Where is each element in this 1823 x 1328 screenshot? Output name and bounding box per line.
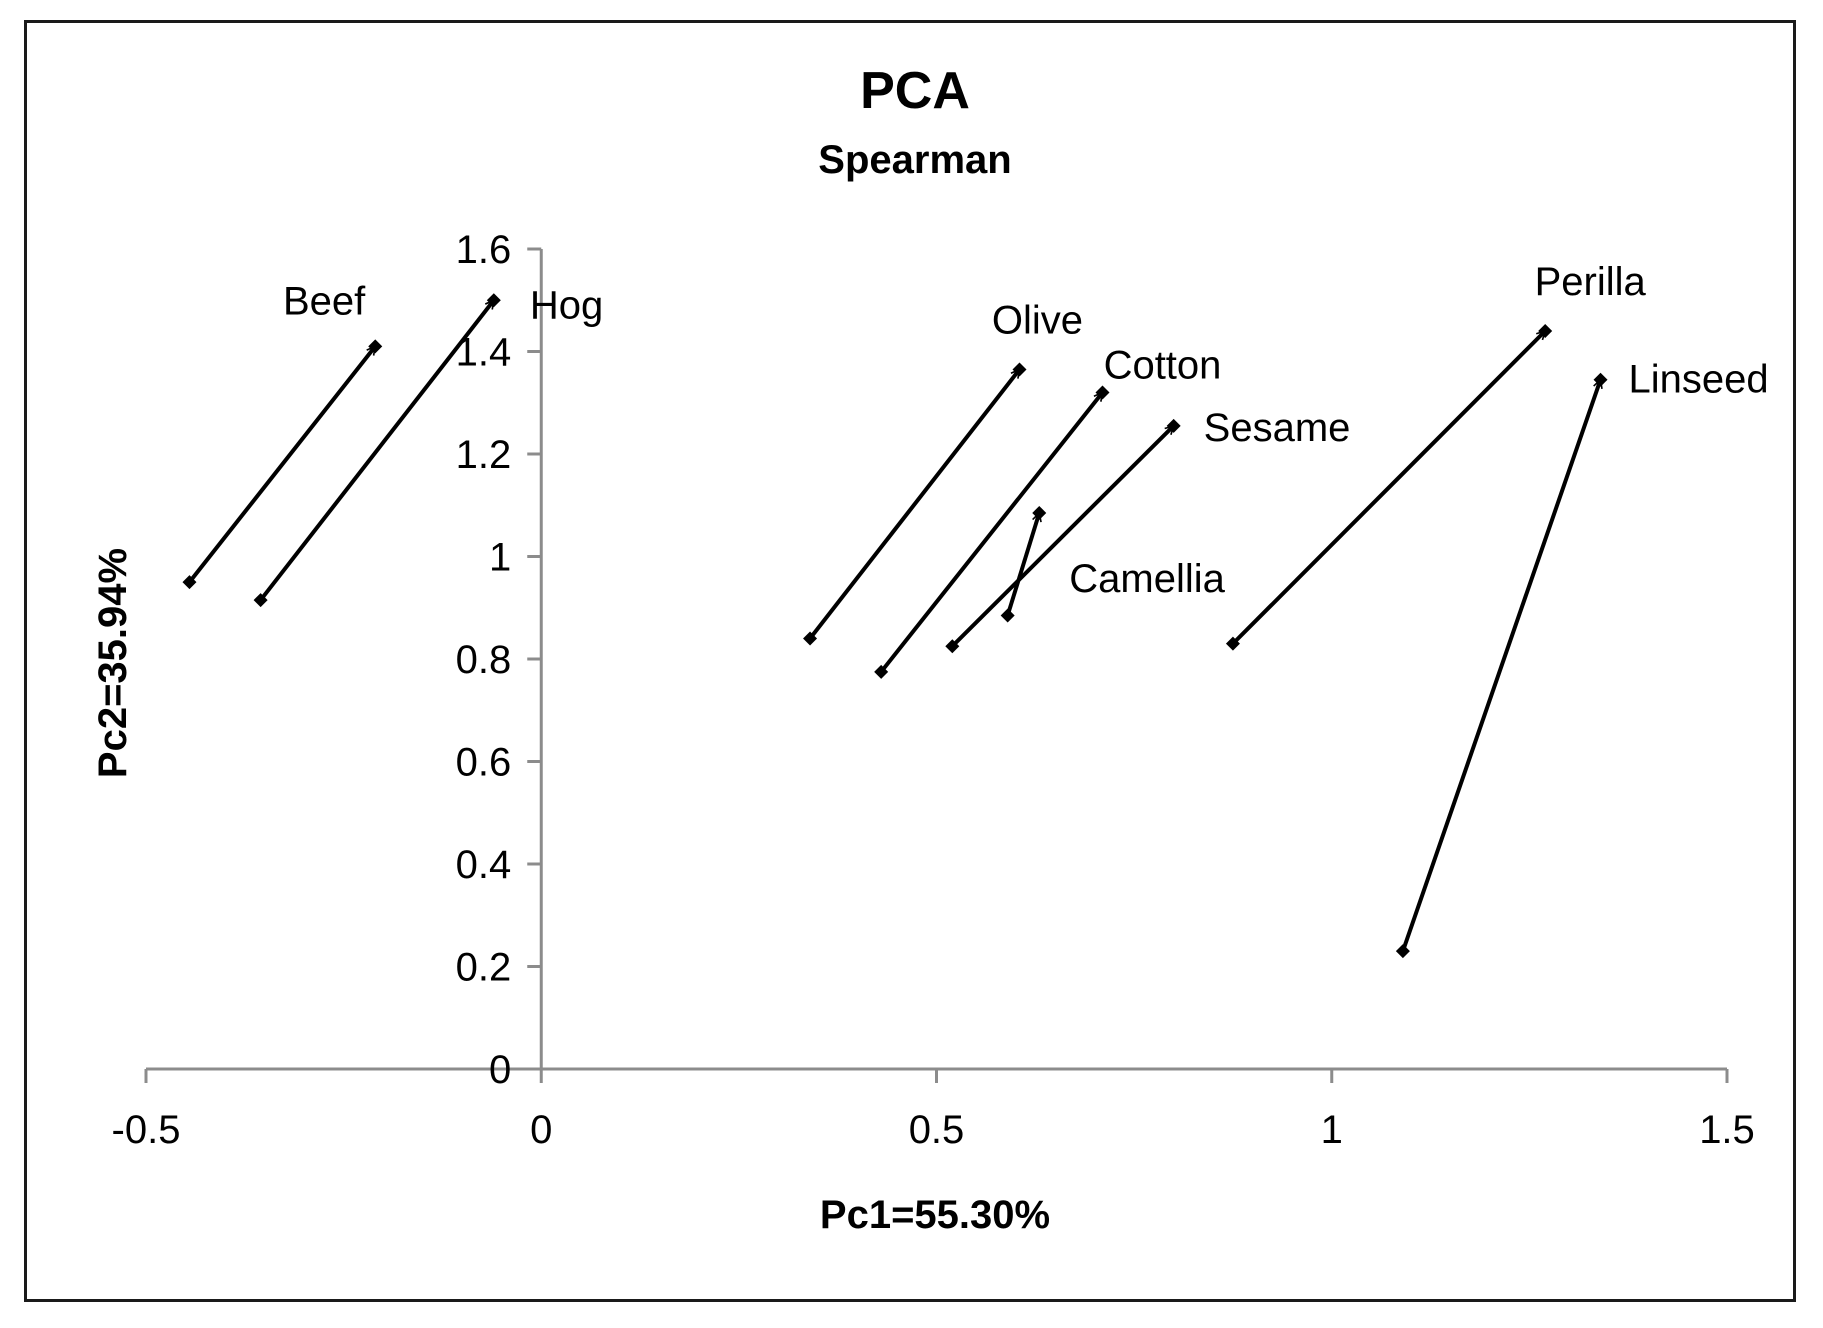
point-label-olive: Olive [992, 298, 1083, 342]
point-label-cotton: Cotton [1104, 344, 1222, 388]
start-point-camellia [1000, 608, 1015, 623]
end-point-camellia [1032, 505, 1047, 520]
y-tick-label: 0.4 [456, 843, 512, 887]
arrow-perilla [1231, 329, 1547, 646]
y-tick-label: 1 [489, 536, 511, 580]
x-tick-label: 1.5 [1699, 1108, 1755, 1152]
point-label-sesame: Sesame [1204, 406, 1351, 450]
arrow-camellia [1005, 513, 1040, 617]
point-label-linseed: Linseed [1629, 358, 1769, 402]
arrow-beef [187, 346, 377, 584]
y-tick-label: 0.6 [456, 741, 512, 785]
x-axis-title: Pc1=55.30% [820, 1193, 1050, 1237]
y-tick-label: 0.2 [456, 946, 512, 990]
x-tick-label: -0.5 [112, 1108, 181, 1152]
end-point-hog [486, 293, 501, 308]
end-point-perilla [1538, 324, 1553, 338]
end-point-olive [1012, 362, 1027, 377]
chart-frame [24, 20, 1796, 1302]
x-tick-label: 0 [530, 1108, 552, 1152]
start-point-cotton [874, 664, 889, 679]
arrow-olive [808, 369, 1022, 640]
arrow-linseed [1401, 380, 1601, 952]
arrow-sesame [950, 424, 1176, 648]
start-point-beef [182, 575, 197, 590]
point-label-perilla: Perilla [1535, 260, 1647, 304]
x-ticks: -0.5 0 0.5 1 1.5 [112, 1069, 1755, 1152]
start-point-olive [803, 631, 818, 646]
y-tick-label: 1.2 [456, 433, 512, 477]
chart-title: PCA [860, 62, 970, 120]
chart-subtitle: Spearman [818, 138, 1011, 182]
y-tick-label: 0 [489, 1048, 511, 1092]
y-axis-title: Pc2=35.94% [91, 548, 135, 778]
start-point-hog [253, 593, 268, 608]
end-point-beef [368, 339, 383, 354]
point-label-beef: Beef [283, 279, 366, 323]
end-point-linseed [1593, 372, 1608, 387]
x-tick-label: 0.5 [909, 1108, 965, 1152]
point-label-hog: Hog [530, 283, 603, 327]
y-tick-label: 0.8 [456, 638, 512, 682]
end-point-sesame [1166, 418, 1181, 433]
point-labels: Beef Hog Olive Cotton Sesame Camellia Perilla L… [283, 260, 1769, 601]
point-label-camellia: Camellia [1069, 557, 1225, 601]
x-tick-label: 1 [1321, 1108, 1343, 1152]
arrow-hog [259, 300, 496, 602]
y-ticks: 00.20.40.60.811.21.41.6 [456, 228, 542, 1092]
arrow-series [182, 293, 1608, 959]
end-point-cotton [1095, 385, 1110, 400]
y-tick-label: 1.6 [456, 228, 512, 272]
arrow-cotton [879, 393, 1105, 674]
start-point-perilla [1225, 636, 1240, 651]
start-point-linseed [1395, 944, 1410, 959]
start-point-sesame [945, 639, 960, 654]
